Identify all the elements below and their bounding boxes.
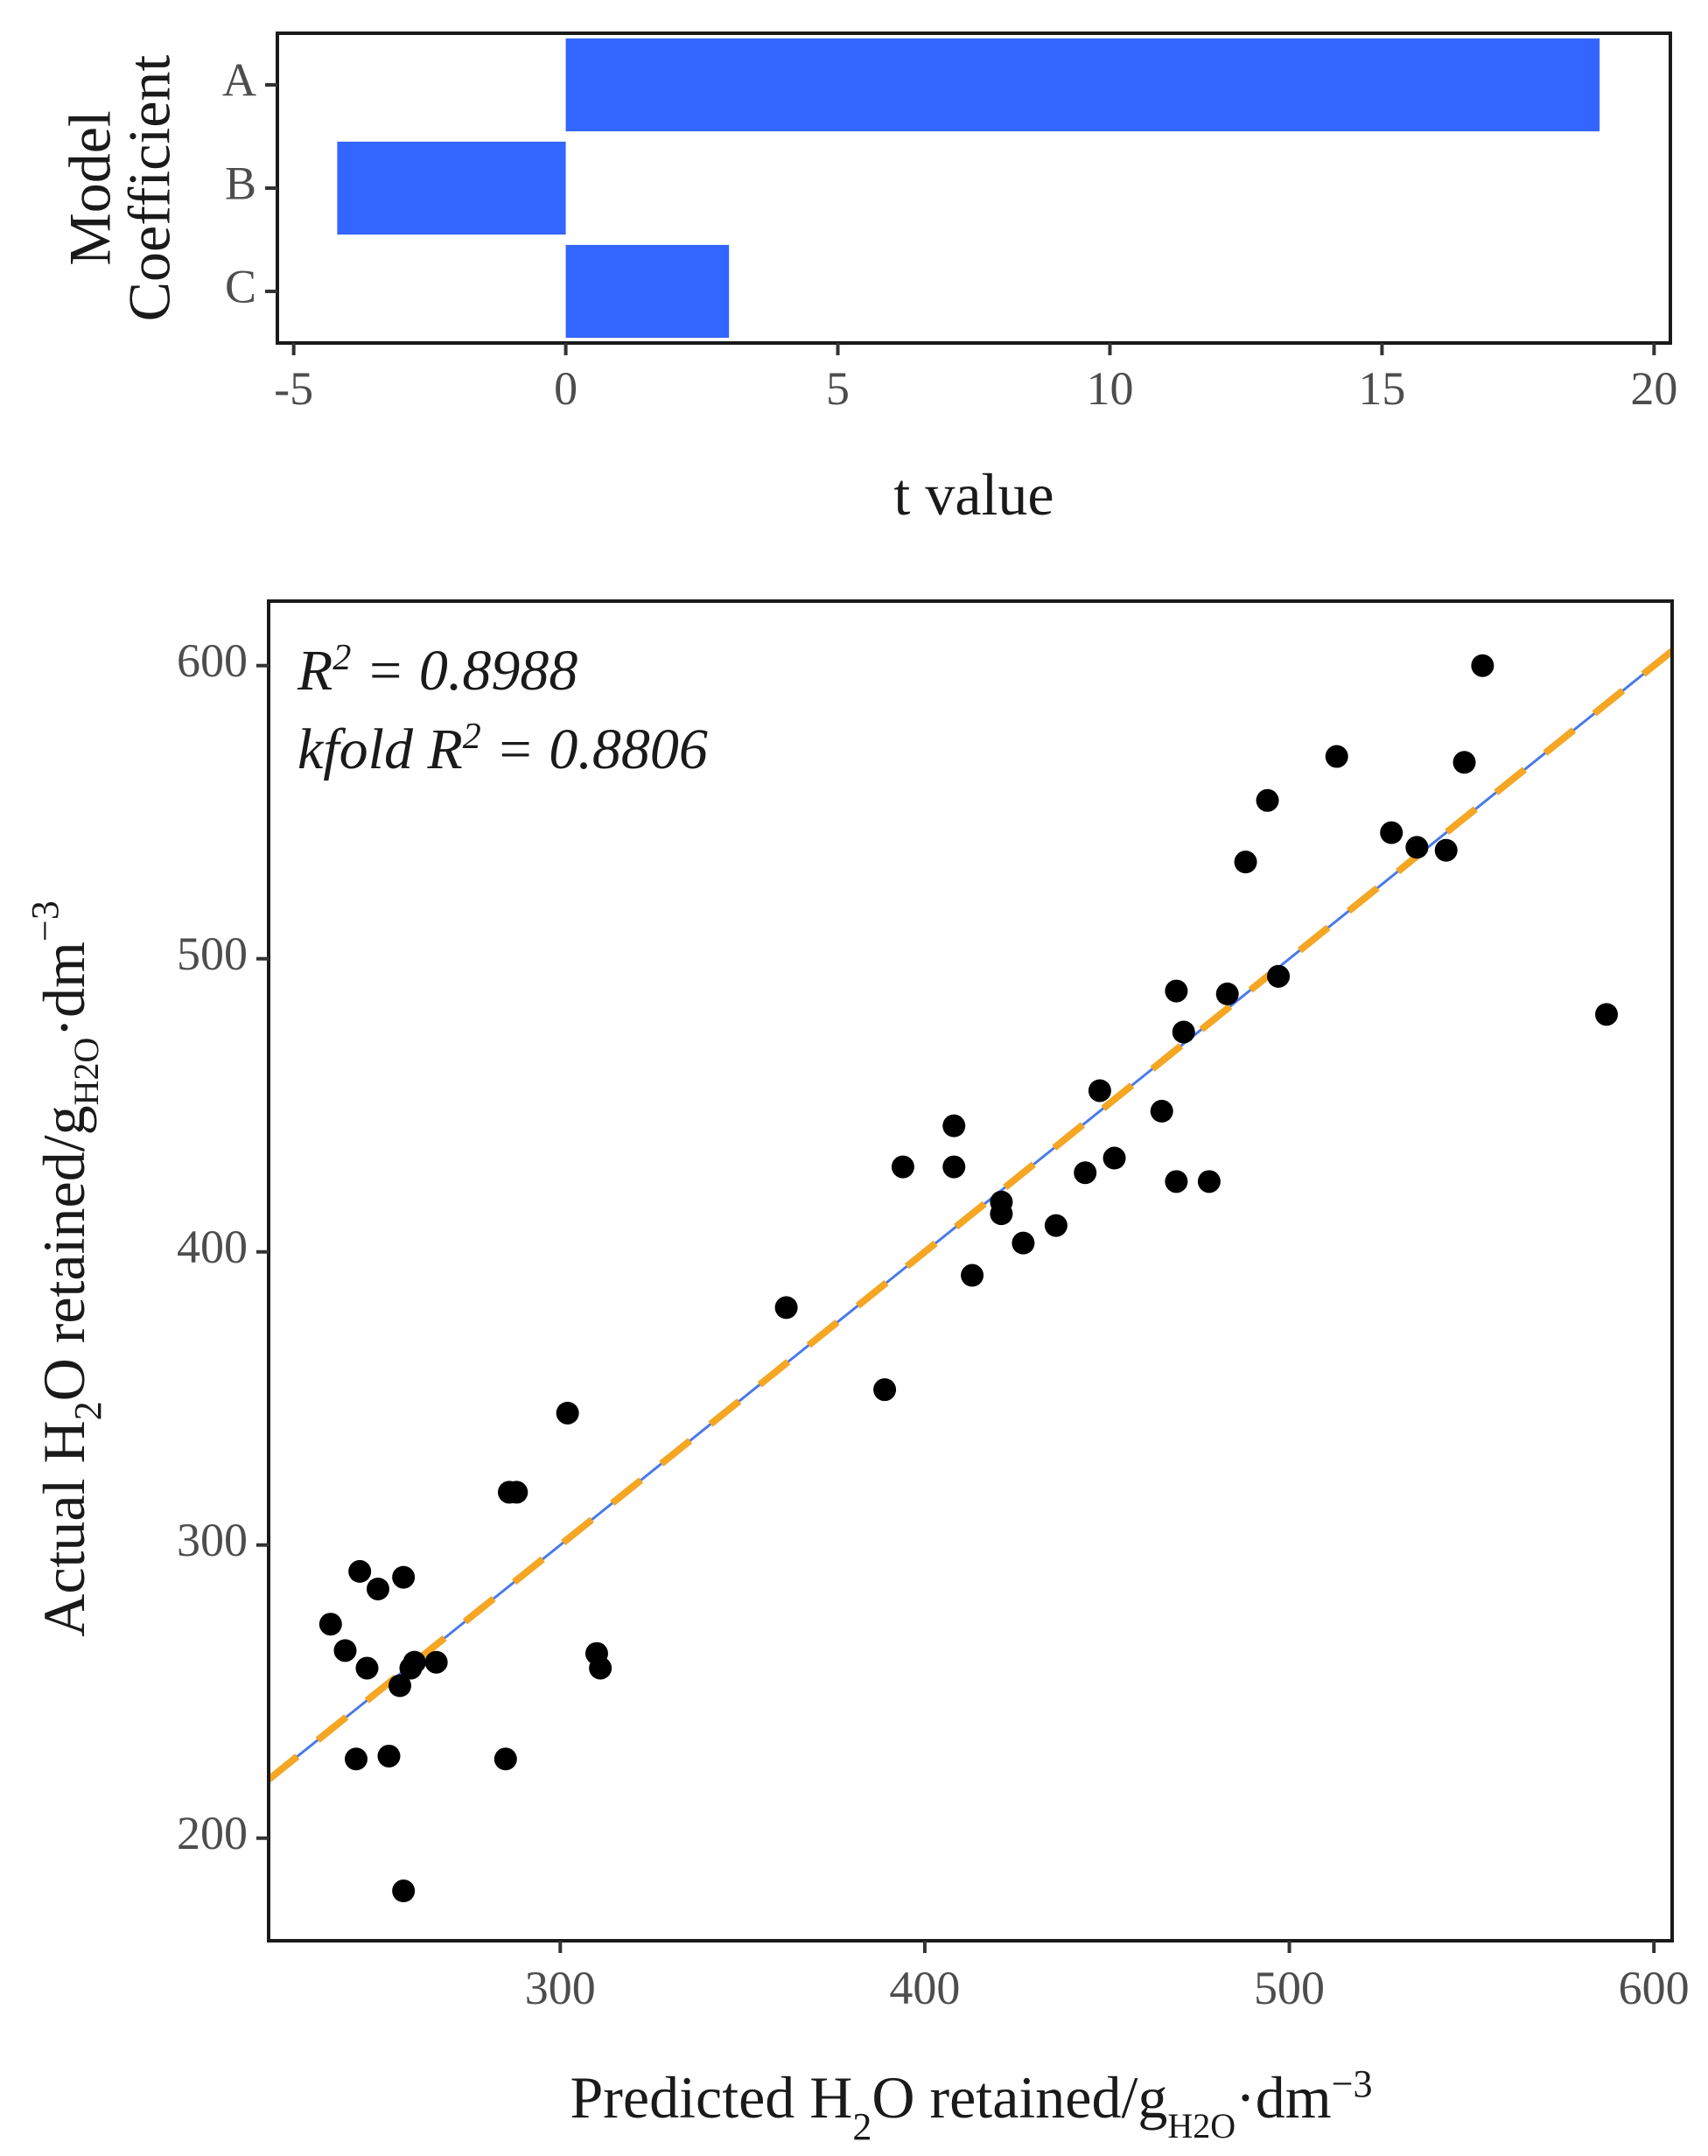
data-point <box>1267 964 1291 988</box>
kfold-r2-annotation: kfold R2 = 0.8806 <box>298 717 708 781</box>
bar-x-tick-label: 0 <box>554 362 578 415</box>
data-point <box>942 1114 966 1138</box>
data-point <box>1380 821 1404 844</box>
data-point <box>1172 1020 1195 1044</box>
data-point <box>1165 979 1188 1003</box>
bar-B <box>337 141 566 235</box>
coefficient-bar-chart: -5 0 5 10 15 20 ABC t value Model Coefficient <box>57 32 1677 528</box>
data-point <box>392 1880 416 1903</box>
bar-x-axis-title: t value <box>893 461 1054 528</box>
scatter-y-tick-label: 500 <box>177 928 248 980</box>
bar-A <box>565 38 1600 132</box>
data-point <box>333 1639 357 1662</box>
data-point <box>774 1296 798 1320</box>
scatter-y-axis-title: Actual H2O retained/gH2O·dm−3 <box>24 900 109 1637</box>
data-point <box>1102 1146 1126 1170</box>
data-point <box>1165 1170 1188 1194</box>
r2-annotation: R2 = 0.8988 <box>297 638 578 703</box>
scatter-plot-frame <box>267 599 1674 1942</box>
data-point <box>1471 654 1494 677</box>
data-point <box>942 1155 966 1179</box>
scatter-x-tick-label: 600 <box>1619 1962 1690 2014</box>
data-point <box>388 1674 411 1698</box>
predicted-vs-actual-scatter: 300 400 500 600 200 300 400 500 600 R2 = 0.8988… <box>24 599 1690 2148</box>
data-point <box>1074 1161 1097 1185</box>
data-point <box>344 1747 368 1771</box>
bar-y-axis-title-line2: Coefficient <box>116 55 183 322</box>
bar-y-axis-title-line1: Model <box>57 110 123 266</box>
bar-C <box>565 244 730 339</box>
data-point <box>556 1401 579 1424</box>
data-point <box>1234 850 1257 874</box>
scatter-x-tick-label: 400 <box>889 1962 960 2014</box>
data-point <box>891 1155 914 1179</box>
data-point <box>1452 751 1476 774</box>
data-point <box>1595 1003 1619 1026</box>
data-point <box>1150 1099 1173 1123</box>
data-point <box>873 1378 897 1402</box>
bar-y-tick-label: A <box>222 53 256 106</box>
scatter-x-axis-title: Predicted H2O retained/gH2O·dm−3 <box>570 2062 1372 2148</box>
data-point <box>1256 788 1279 812</box>
data-point <box>1405 836 1429 859</box>
data-point <box>402 1650 426 1674</box>
data-point <box>348 1559 372 1583</box>
data-point <box>1012 1231 1035 1255</box>
data-point <box>1044 1214 1068 1237</box>
data-point <box>990 1202 1013 1226</box>
data-point <box>424 1650 448 1674</box>
bar-x-tick-label: 5 <box>826 362 850 415</box>
data-point <box>589 1656 612 1680</box>
identity-line <box>266 648 1675 1782</box>
data-point <box>505 1480 528 1504</box>
scatter-y-tick-label: 400 <box>177 1221 248 1273</box>
bar-x-tick-label: 20 <box>1630 362 1677 415</box>
data-point <box>1088 1079 1111 1102</box>
data-point <box>494 1747 517 1771</box>
scatter-y-tick-label: 600 <box>177 634 248 687</box>
data-point <box>377 1744 401 1768</box>
data-point <box>318 1613 342 1636</box>
bar-x-tick-label: 15 <box>1358 362 1405 415</box>
scatter-y-tick-label: 200 <box>177 1807 248 1859</box>
bar-x-tick-label: -5 <box>274 362 313 415</box>
data-point <box>355 1656 379 1680</box>
scatter-x-tick-label: 300 <box>525 1962 596 2014</box>
bar-y-tick-label: B <box>225 157 256 209</box>
data-point <box>1197 1170 1221 1194</box>
data-point <box>392 1565 416 1589</box>
scatter-x-tick-label: 500 <box>1254 1962 1325 2014</box>
data-point <box>1325 745 1348 768</box>
bar-x-tick-label: 10 <box>1086 362 1133 415</box>
data-point <box>961 1264 984 1287</box>
data-point <box>1215 982 1239 1005</box>
scatter-y-tick-label: 300 <box>177 1514 248 1566</box>
data-point <box>1434 838 1458 862</box>
bar-y-tick-label: C <box>225 260 256 312</box>
data-point <box>366 1577 389 1600</box>
